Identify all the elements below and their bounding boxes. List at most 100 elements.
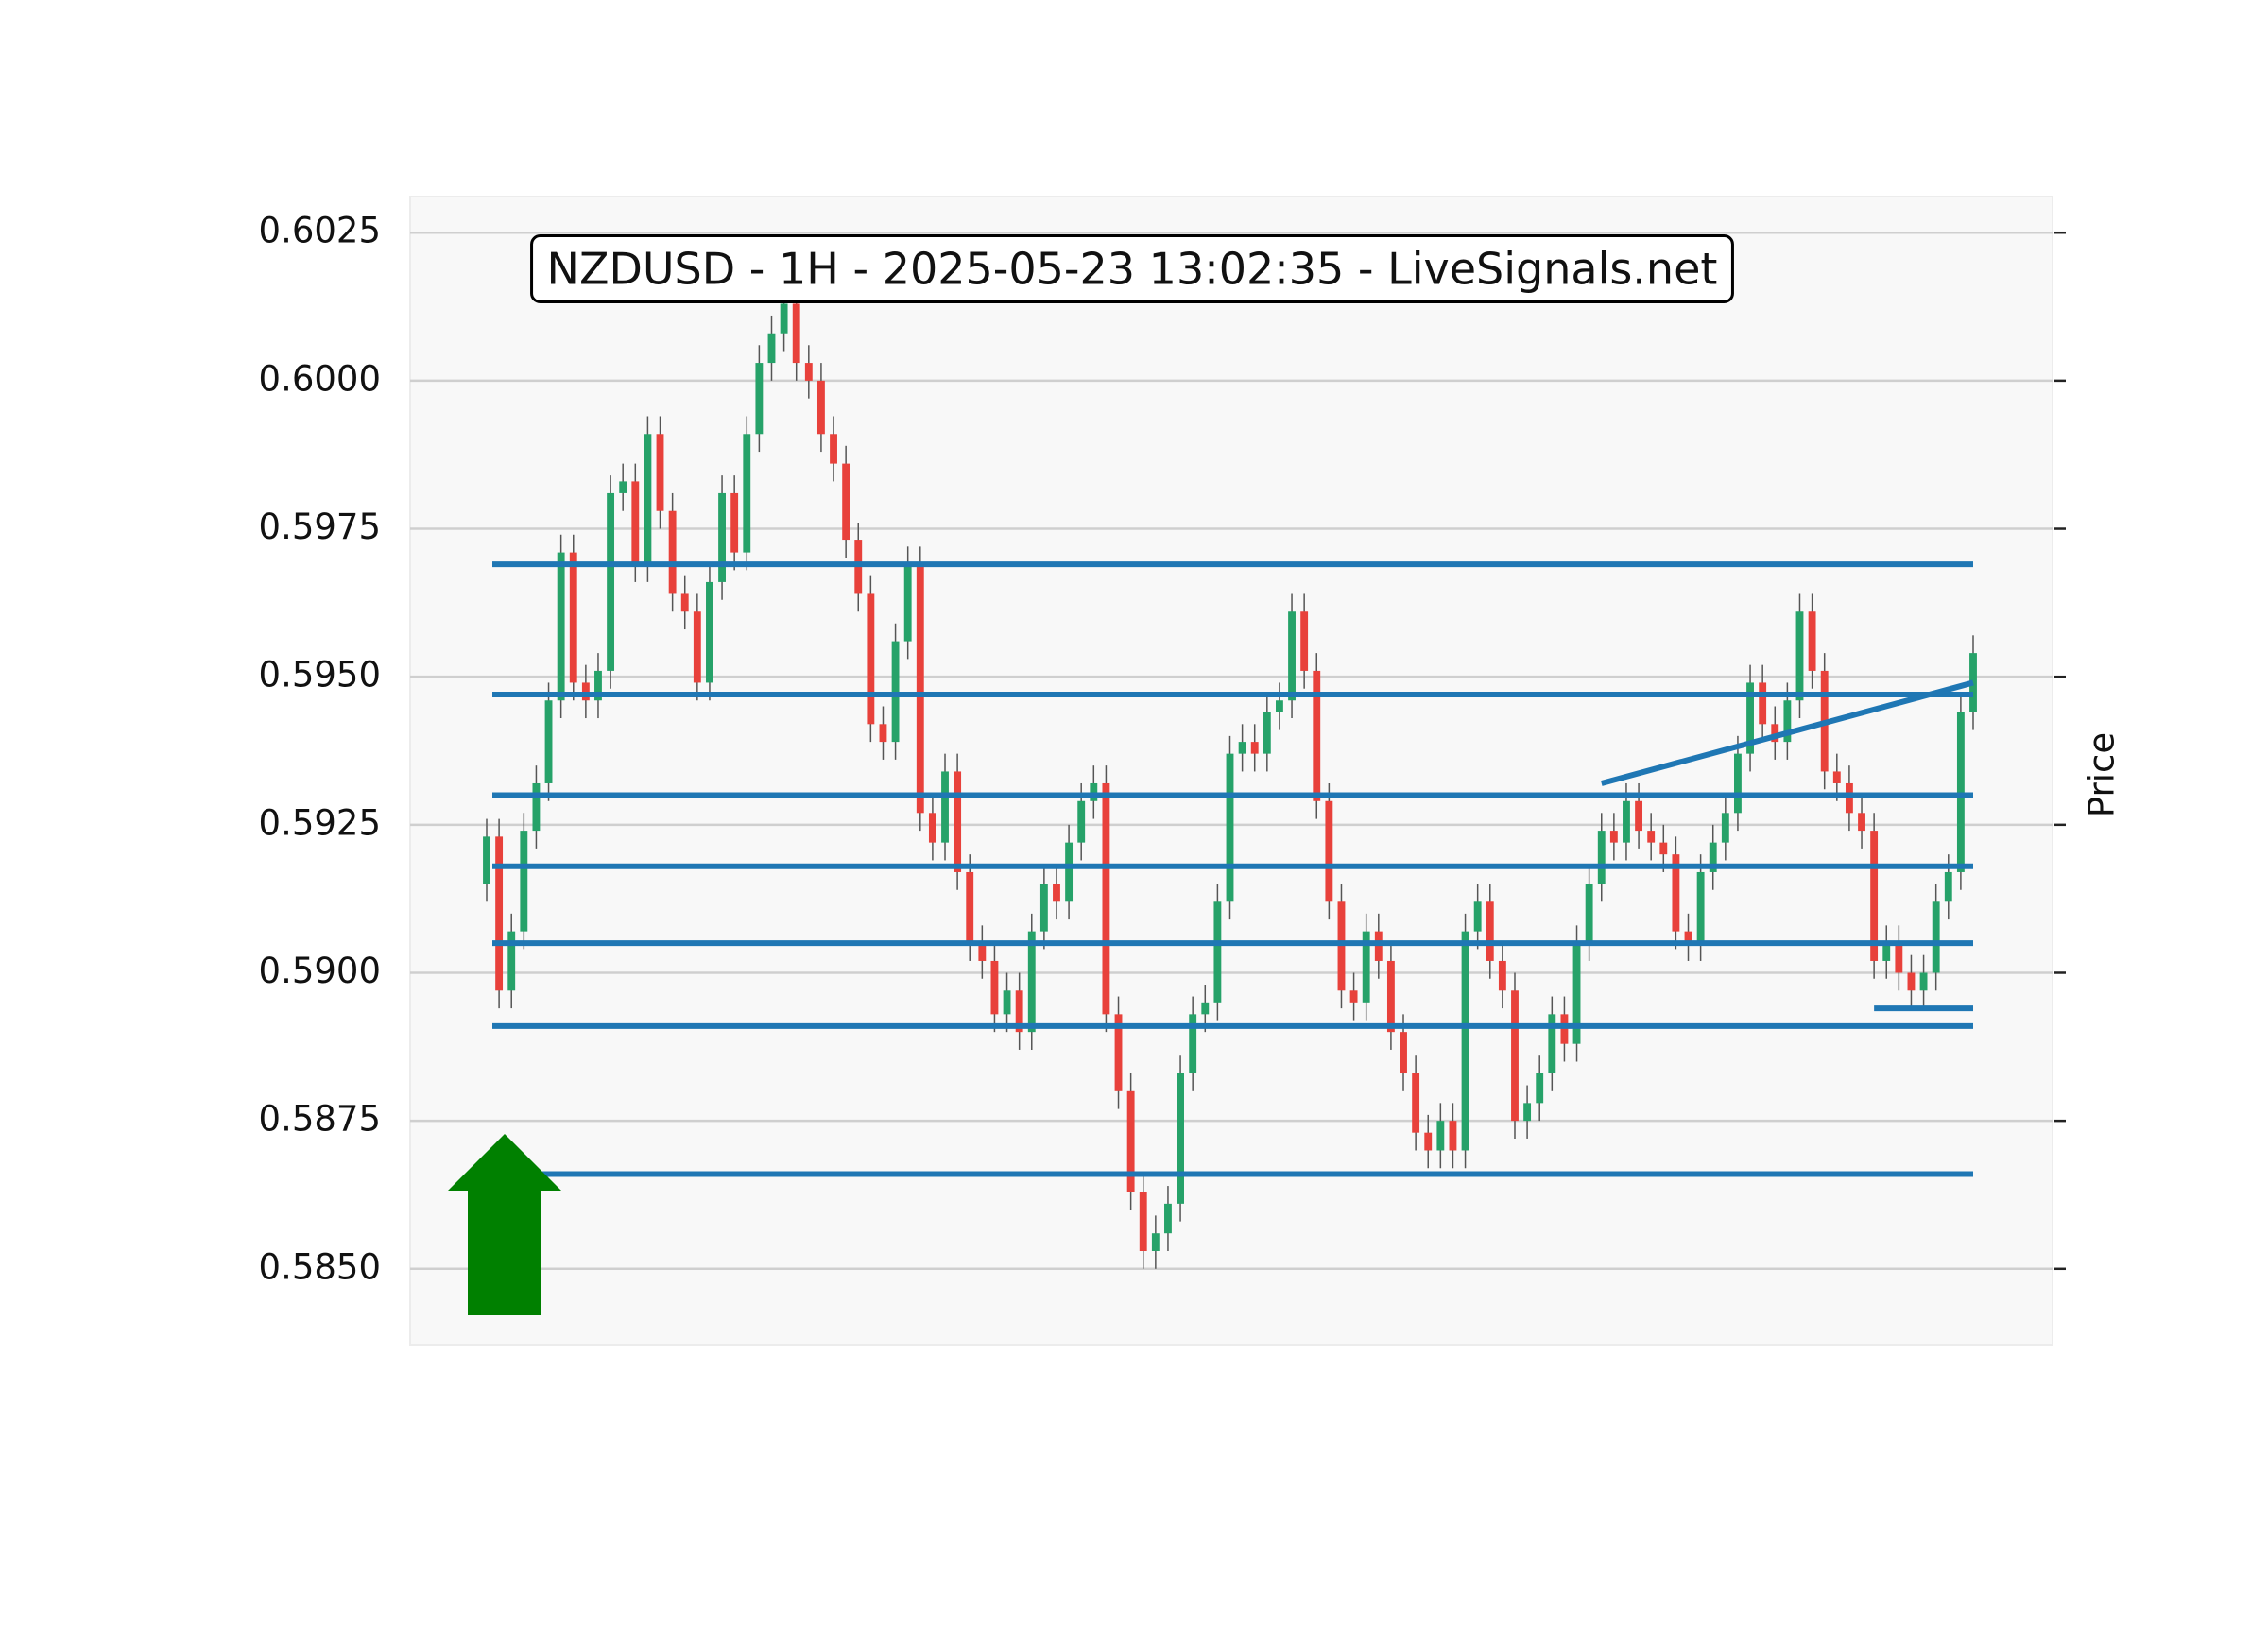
marks: [483, 285, 1977, 1269]
y-tick-label: 0.6000: [259, 358, 381, 399]
candle-body: [1313, 670, 1321, 801]
candle-body: [1424, 1132, 1433, 1151]
y-tick-label: 0.5875: [259, 1099, 381, 1140]
candle-body: [668, 510, 677, 594]
candle-body: [1684, 931, 1692, 944]
candle-body: [1536, 1073, 1544, 1104]
candle-body: [1412, 1073, 1420, 1133]
y-axis-label: Price: [2082, 732, 2122, 817]
candle-body: [1300, 611, 1309, 671]
y-tick-label: 0.5975: [259, 506, 381, 547]
candle-body: [891, 641, 900, 743]
trend-line: [1600, 679, 1974, 786]
candle-body: [1102, 782, 1110, 1015]
candle-body: [1796, 611, 1804, 701]
candle-body: [495, 836, 504, 991]
y-tick-label: 0.5900: [259, 951, 381, 991]
candle-body: [1114, 1014, 1123, 1091]
candle-body: [1461, 931, 1469, 1151]
candle-body: [1721, 813, 1729, 843]
candle-body: [1597, 831, 1606, 884]
candle-body: [1449, 1121, 1457, 1151]
candle-body: [1003, 990, 1011, 1015]
candle-body: [1486, 901, 1494, 961]
candle-body: [1523, 1103, 1532, 1122]
candle-body: [1882, 943, 1891, 961]
grid: 0.5850 0.5875 0.5900 0.5925 0.5950 0.5975 0.60…: [259, 211, 2066, 1287]
candle-body: [1895, 943, 1903, 973]
candle-body: [1053, 884, 1060, 902]
candle-body: [792, 303, 800, 364]
signal-arrow: [448, 1134, 561, 1315]
candle-body: [916, 564, 924, 814]
candle-body: [1400, 1032, 1407, 1074]
candle-body: [1635, 800, 1643, 832]
candle-body: [1734, 753, 1742, 814]
candle-body: [1362, 931, 1370, 1003]
candle-body: [1548, 1014, 1556, 1074]
candle-body: [680, 593, 689, 612]
candle-body: [1511, 990, 1519, 1122]
candle-body: [706, 581, 713, 683]
candle-body: [1213, 901, 1222, 1003]
candle-body: [544, 700, 553, 783]
candle-body: [693, 611, 701, 683]
candle-body: [718, 492, 726, 582]
candle-body: [879, 724, 887, 743]
candle-body: [1436, 1121, 1445, 1151]
candle-body: [1870, 831, 1879, 961]
candle-body: [928, 813, 936, 843]
candle-body: [569, 552, 577, 683]
candle-body: [1845, 782, 1853, 814]
candle-body: [842, 463, 850, 541]
candle-body: [743, 434, 751, 553]
candle-body: [1956, 712, 1965, 872]
y-tick-label: 0.5950: [259, 655, 381, 695]
candle-body: [1771, 724, 1779, 743]
candle-body: [1139, 1192, 1147, 1251]
candle-body: [594, 670, 602, 701]
candle-body: [755, 363, 764, 435]
candle-body: [730, 492, 739, 553]
candle-body: [1696, 871, 1705, 944]
candle-body: [1126, 1090, 1135, 1192]
candle-body: [1077, 800, 1086, 843]
candle-body: [1250, 742, 1259, 754]
candle-body: [1672, 854, 1680, 932]
candle-body: [1498, 960, 1506, 991]
candle-body: [1189, 1014, 1197, 1074]
candle-body: [1473, 901, 1482, 932]
candle-body: [1808, 611, 1816, 671]
candle-body: [557, 552, 565, 701]
candle-body: [1015, 990, 1023, 1033]
candle-body: [1907, 972, 1916, 991]
candle-body: [1746, 682, 1754, 754]
candle-body: [966, 871, 974, 944]
candle-body: [1374, 931, 1383, 961]
candle-body: [1944, 871, 1952, 902]
candle-body: [1226, 753, 1234, 902]
candle-body: [1325, 800, 1333, 902]
candle-body: [1164, 1203, 1172, 1234]
candle-body: [767, 333, 776, 364]
candle-body: [1783, 700, 1792, 743]
candle-body: [1623, 800, 1630, 843]
y-tick-label: 0.5925: [259, 802, 381, 843]
candle-body: [1177, 1073, 1184, 1204]
y-tick-label: 0.5850: [259, 1246, 381, 1287]
candle-body: [532, 782, 541, 832]
candle-body: [1065, 842, 1074, 902]
candle-body: [1263, 712, 1271, 754]
candle-body: [1832, 771, 1841, 783]
candle-body: [867, 593, 875, 725]
candle-body: [816, 380, 825, 435]
candle-body: [1647, 831, 1656, 843]
candle-body: [1919, 972, 1928, 991]
candle-body: [1858, 813, 1865, 832]
candle-body: [941, 771, 949, 843]
y-tick-label: 0.6025: [259, 211, 381, 251]
candle-body: [1585, 884, 1593, 944]
candle-body: [804, 363, 813, 381]
